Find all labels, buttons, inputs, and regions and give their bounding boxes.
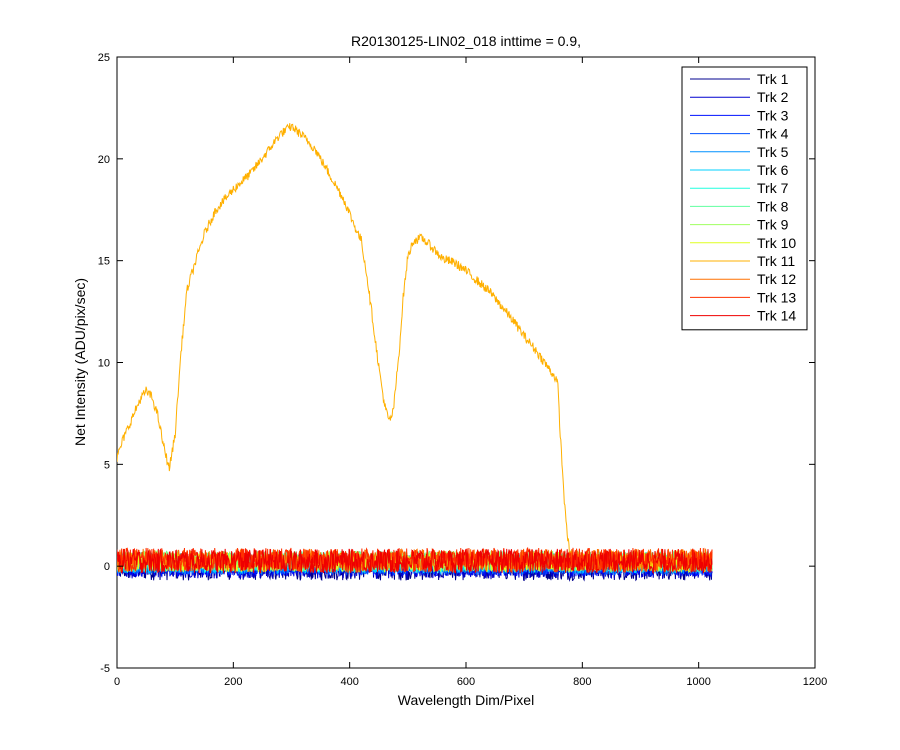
legend-label: Trk 12 — [757, 271, 796, 287]
legend-label: Trk 5 — [757, 144, 789, 160]
x-tick-label: 200 — [224, 676, 242, 688]
legend-label: Trk 13 — [757, 289, 796, 305]
x-axis-label: Wavelength Dim/Pixel — [398, 692, 534, 708]
x-tick-label: 800 — [573, 676, 591, 688]
y-tick-label: 20 — [98, 154, 110, 166]
legend-label: Trk 4 — [757, 126, 789, 142]
legend-label: Trk 11 — [757, 253, 795, 269]
x-tick-label: 600 — [457, 676, 475, 688]
y-axis-label: Net Intensity (ADU/pix/sec) — [72, 278, 88, 446]
legend: Trk 1 Trk 2 Trk 3 Trk 4 Trk 5 Trk 6 Trk 7 Trk 8… — [681, 66, 808, 331]
legend-label: Trk 6 — [757, 162, 789, 178]
legend-label: Trk 10 — [757, 235, 796, 251]
y-tick-label: 0 — [104, 561, 110, 573]
legend-label: Trk 8 — [757, 198, 789, 214]
y-tick-label: 15 — [98, 256, 110, 268]
legend-label: Trk 9 — [757, 217, 789, 233]
x-tick-label: 1200 — [803, 676, 827, 688]
legend-box — [681, 66, 808, 331]
legend-label: Trk 2 — [757, 89, 789, 105]
y-tick-label: 10 — [98, 358, 110, 370]
y-tick-label: 5 — [104, 459, 110, 471]
y-tick-label: -5 — [100, 663, 110, 675]
chart-title: R20130125-LIN02_018 inttime = 0.9, — [351, 33, 581, 49]
x-tick-label: 400 — [340, 676, 358, 688]
legend-label: Trk 3 — [757, 107, 789, 123]
series-line-13 — [117, 546, 713, 575]
legend-label: Trk 14 — [757, 308, 796, 324]
series-line-14 — [117, 547, 713, 575]
legend-label: Trk 1 — [757, 71, 789, 87]
y-tick-label: 25 — [98, 52, 110, 64]
x-tick-label: 0 — [114, 676, 120, 688]
series-line-11 — [117, 123, 713, 572]
x-tick-label: 1000 — [686, 676, 710, 688]
legend-label: Trk 7 — [757, 180, 789, 196]
